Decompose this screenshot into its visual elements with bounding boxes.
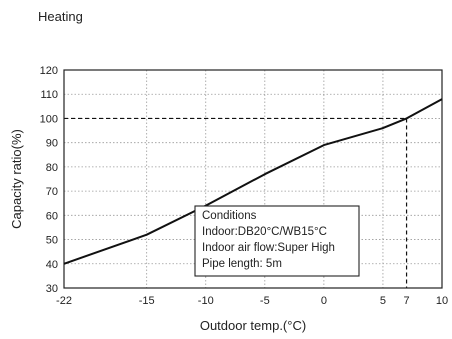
y-axis-label: Capacity ratio(%) — [9, 129, 24, 229]
y-tick-label: 100 — [40, 113, 58, 125]
series-layer — [63, 98, 443, 265]
conditions-frame — [194, 205, 360, 277]
capacity-curve — [63, 98, 443, 265]
conditions-airflow: Indoor air flow:Super High — [202, 242, 335, 254]
conditions-box: Conditions Indoor:DB20°C/WB15°C Indoor a… — [194, 205, 360, 277]
y-tick-label: 120 — [40, 65, 58, 77]
chart-heading: Heating — [38, 9, 83, 24]
y-tick-label: 60 — [46, 210, 58, 222]
y-tick-label: 90 — [46, 138, 58, 150]
x-tick-label: -22 — [56, 295, 72, 307]
x-tick-label: 10 — [436, 295, 448, 307]
x-tick-label: 5 — [380, 295, 386, 307]
y-tick-label: 30 — [46, 283, 58, 295]
x-tick-label: 0 — [321, 295, 327, 307]
x-tick-labels: -22 -15 -10 -5 0 5 7 10 — [56, 295, 448, 307]
conditions-title: Conditions — [202, 210, 257, 222]
y-tick-label: 40 — [46, 259, 58, 271]
y-tick-label: 70 — [46, 186, 58, 198]
x-tick-label: 7 — [404, 295, 410, 307]
reference-lines — [64, 117, 408, 288]
plot-frame — [63, 69, 443, 289]
y-tick-label: 80 — [46, 162, 58, 174]
y-tick-labels: 30 40 50 60 70 80 90 100 110 120 — [40, 65, 58, 295]
y-tick-label: 110 — [40, 89, 58, 101]
x-tick-label: -15 — [139, 295, 155, 307]
conditions-indoor: Indoor:DB20°C/WB15°C — [202, 226, 327, 238]
x-axis-label: Outdoor temp.(°C) — [200, 318, 306, 333]
y-tick-label: 50 — [46, 235, 58, 247]
conditions-pipe: Pipe length: 5m — [202, 258, 282, 270]
x-tick-label: -10 — [198, 295, 214, 307]
x-tick-label: -5 — [260, 295, 270, 307]
